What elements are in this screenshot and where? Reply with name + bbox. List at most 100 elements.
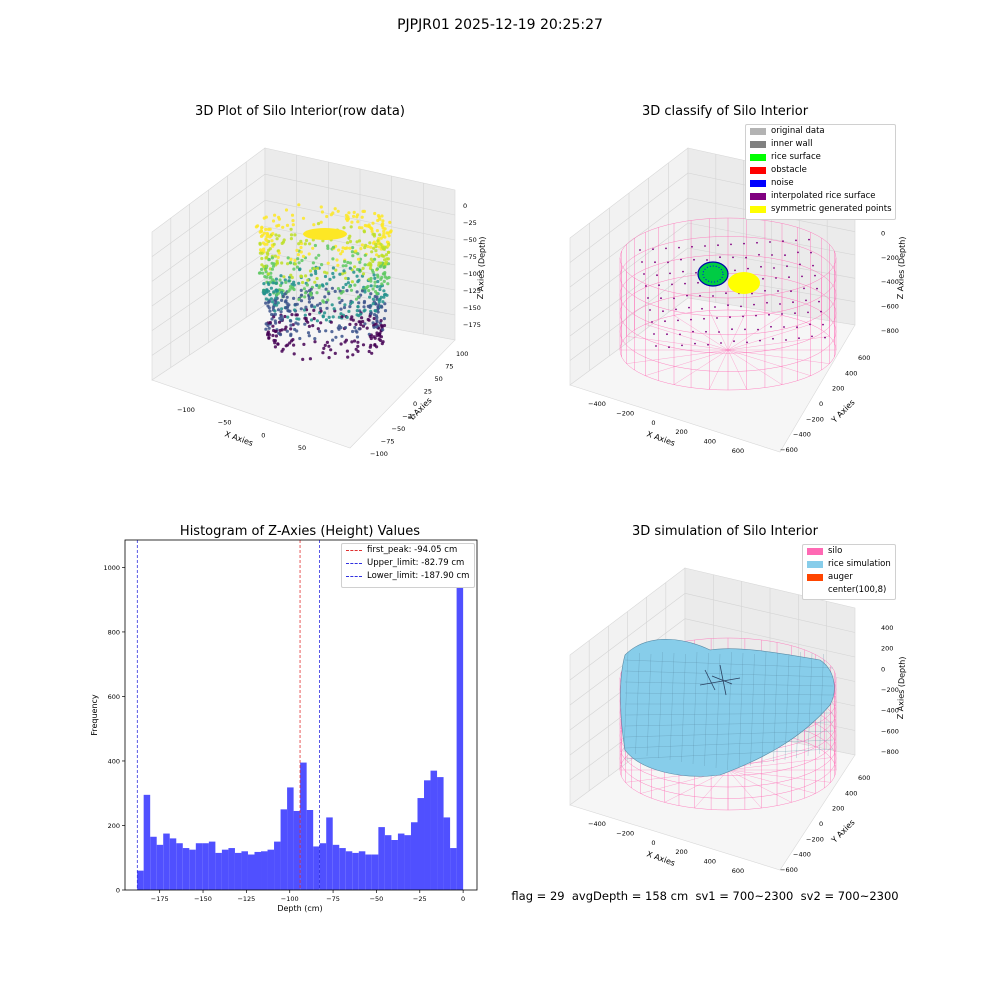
- data-point: [270, 317, 274, 321]
- data-point: [297, 297, 301, 302]
- x-tick-label: 0: [461, 895, 465, 903]
- data-point: [361, 266, 365, 270]
- interp-point: [725, 292, 727, 295]
- data-point: [351, 353, 355, 357]
- data-point: [271, 232, 275, 236]
- data-point: [274, 296, 278, 300]
- data-point: [363, 263, 367, 267]
- histogram-bar: [156, 844, 164, 890]
- data-point: [350, 300, 354, 304]
- legend-label: center(100,8): [828, 585, 887, 595]
- interp-point: [745, 256, 747, 259]
- data-point: [375, 273, 380, 277]
- data-point: [316, 327, 320, 331]
- data-point: [272, 315, 276, 319]
- data-point: [298, 336, 302, 341]
- data-point: [339, 252, 343, 256]
- mesh-line: [761, 651, 767, 765]
- histogram-bar: [326, 817, 333, 890]
- histogram-bar: [169, 838, 177, 890]
- y-tick-label: 400: [845, 789, 857, 797]
- data-point: [346, 260, 350, 265]
- interp-point: [694, 342, 696, 345]
- data-point: [344, 282, 348, 287]
- interp-point: [824, 336, 826, 339]
- interp-point: [779, 303, 781, 305]
- interp-point: [668, 346, 670, 349]
- data-point: [350, 280, 354, 284]
- interp-point: [785, 339, 787, 341]
- histogram-bar: [365, 854, 372, 890]
- data-point: [361, 209, 365, 213]
- data-point: [351, 254, 355, 258]
- interp-point: [688, 306, 690, 309]
- silo-floor-spoke: [727, 336, 830, 351]
- data-point: [282, 238, 286, 242]
- interp-point: [777, 290, 779, 292]
- interp-point: [807, 311, 809, 314]
- x-tick-label: −100: [281, 895, 299, 903]
- data-point: [266, 333, 270, 337]
- data-point: [347, 236, 351, 240]
- data-point: [383, 265, 387, 269]
- data-point: [308, 242, 312, 246]
- data-point: [262, 265, 266, 269]
- data-point: [268, 235, 272, 239]
- status-footer: flag = 29 avgDepth = 158 cm sv1 = 700~23…: [511, 889, 899, 903]
- data-point: [313, 269, 318, 273]
- interp-point: [812, 264, 814, 267]
- interp-point: [808, 238, 810, 241]
- line-swatch: [346, 576, 362, 577]
- data-point: [266, 330, 270, 334]
- data-point: [304, 319, 308, 323]
- data-point: [270, 267, 274, 271]
- histogram-bar: [189, 849, 196, 890]
- x-tick-label: −50: [218, 419, 232, 427]
- data-point: [289, 237, 293, 241]
- data-point: [299, 288, 303, 292]
- data-point: [374, 290, 378, 294]
- data-point: [334, 268, 338, 272]
- legend-item-interpolated: interpolated rice surface: [746, 190, 895, 203]
- data-point: [274, 281, 278, 285]
- data-point: [282, 275, 286, 279]
- data-point: [360, 243, 364, 247]
- data-point: [313, 280, 317, 284]
- y-tick-label: 0: [819, 400, 823, 408]
- z-tick-label: 0: [463, 202, 467, 210]
- interp-point: [712, 295, 714, 297]
- data-point: [379, 295, 383, 299]
- data-point: [360, 226, 364, 230]
- data-point: [273, 345, 277, 349]
- x-tick-label: −100: [177, 406, 195, 414]
- data-point: [349, 225, 353, 229]
- interp-point: [743, 242, 745, 245]
- data-point: [277, 223, 281, 227]
- data-point: [292, 352, 296, 356]
- interp-point: [772, 337, 774, 340]
- data-point: [377, 337, 381, 341]
- data-point: [355, 274, 359, 278]
- data-point: [343, 326, 348, 330]
- interp-point: [781, 313, 783, 315]
- data-point: [323, 343, 327, 347]
- interp-point: [719, 256, 721, 259]
- data-point: [278, 328, 282, 333]
- legend-label: symmetric generated points: [771, 204, 892, 214]
- data-point: [277, 234, 281, 238]
- x-tick-label: 400: [704, 438, 716, 446]
- histogram-legend: first_peak: -94.05 cm Upper_limit: -82.7…: [341, 543, 475, 588]
- histogram-bars: [137, 557, 464, 890]
- data-point: [336, 326, 340, 330]
- data-point: [268, 309, 272, 313]
- interp-point: [751, 292, 753, 295]
- mesh-line: [784, 653, 790, 761]
- histogram-bar: [437, 777, 444, 890]
- x-tick-label: −25: [413, 895, 427, 903]
- interp-point: [686, 294, 688, 297]
- legend-item-rice-surface: rice surface: [746, 151, 895, 164]
- z-tick-label: −600: [881, 303, 899, 311]
- data-point: [378, 233, 382, 237]
- data-point: [295, 265, 299, 269]
- panel2-interpolated-points: [639, 238, 826, 349]
